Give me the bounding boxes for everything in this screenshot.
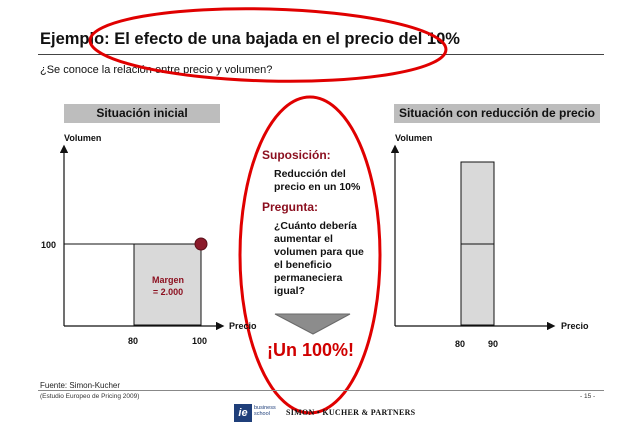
- left-x-tick-80: 80: [128, 336, 139, 346]
- source-note: Fuente: Simon-Kucher: [40, 381, 121, 390]
- left-x-axis-label: Precio: [229, 321, 257, 331]
- assumption-heading: Suposición:: [262, 148, 331, 162]
- assumption-line-1: Reducción del: [274, 168, 346, 180]
- answer-text: ¡Un 100%!: [267, 340, 355, 360]
- right-y-axis-label: Volumen: [395, 133, 433, 143]
- ie-logo: ie: [234, 404, 252, 422]
- right-panel-header: Situación con reducción de precio: [394, 104, 600, 123]
- center-text-block: Suposición: Reducción del precio en un 1…: [262, 148, 372, 298]
- margin-label-line1: Margen: [151, 275, 184, 285]
- price-point-marker: [194, 237, 208, 251]
- question-line-2: aumentar el: [274, 233, 333, 245]
- right-chart: [390, 144, 556, 331]
- ie-logo-subtext: business school: [254, 405, 276, 417]
- right-x-tick-80: 80: [455, 339, 466, 349]
- question-line-5: permaneciera: [274, 272, 343, 284]
- left-panel-header: Situación inicial: [64, 104, 220, 123]
- slide-title: Ejemplo: El efecto de una bajada en el p…: [40, 30, 460, 48]
- left-chart: [59, 144, 225, 331]
- ie-logo-sub2: school: [254, 411, 270, 417]
- question-line-3: volumen para que: [274, 246, 364, 258]
- ie-logo-sub1: business: [254, 405, 276, 411]
- partner-logo: SIMON • KUCHER & PARTNERS: [286, 408, 416, 417]
- right-x-axis-label: Precio: [561, 321, 589, 331]
- margin-label-line2: = 2.000: [152, 287, 184, 297]
- question-line-6: igual?: [274, 285, 305, 297]
- question-heading: Pregunta:: [262, 200, 319, 214]
- title-highlight-ellipse: [88, 7, 448, 83]
- left-x-tick-100: 100: [192, 336, 208, 346]
- assumption-line-2: precio en un 10%: [274, 181, 361, 193]
- question-line-4: el beneficio: [274, 259, 332, 271]
- footer-divider: [38, 390, 604, 391]
- page-number: - 15 -: [580, 393, 596, 400]
- left-y-axis-label: Volumen: [64, 133, 102, 143]
- left-y-tick-100: 100: [41, 240, 57, 250]
- title-divider: [38, 54, 604, 55]
- question-line-1: ¿Cuánto debería: [274, 220, 357, 232]
- down-arrow: [274, 313, 351, 335]
- margin-label: Margen = 2.000: [137, 274, 199, 298]
- right-x-tick-90: 90: [488, 339, 499, 349]
- study-note: (Estudio Europeo de Pricing 2009): [40, 393, 140, 400]
- center-highlight-ellipse: [238, 95, 382, 415]
